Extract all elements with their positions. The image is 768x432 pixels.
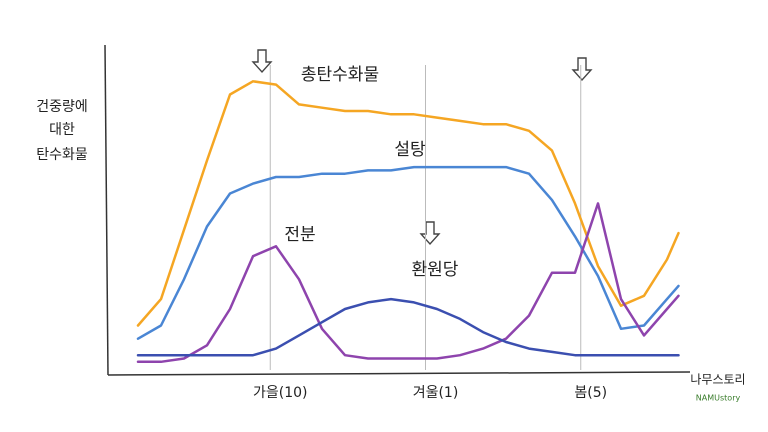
series-label: 환원당 [412,260,459,280]
logo: 나무스토리 [690,373,745,387]
series-line [136,80,680,327]
series-label: 전분 [284,225,315,245]
x-tick-label: 가을(10) [253,385,308,401]
series-line [136,297,680,357]
series-label: 설탕 [394,140,426,160]
x-tick-label: 겨울(1) [413,385,459,401]
y-label: 대한 [49,122,75,138]
series-line [136,165,680,340]
series-line [136,202,680,364]
series-label: 총탄수화물 [301,65,379,85]
x-axis [107,371,691,376]
y-axis [104,44,109,376]
y-label: 탄수화물 [36,147,88,163]
y-label: 건중량에 [36,99,88,115]
logo-sub: NAMUstory [696,394,741,403]
x-tick-label: 봄(5) [574,385,607,401]
